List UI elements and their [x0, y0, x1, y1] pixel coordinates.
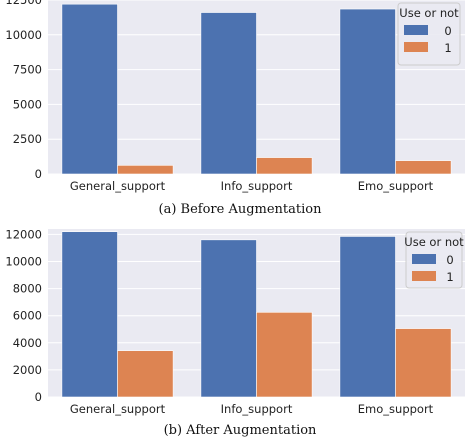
- legend-swatch: [412, 271, 436, 281]
- y-tick-label: 2000: [13, 363, 42, 377]
- bar: [395, 328, 452, 398]
- legend-label: 1: [446, 270, 453, 284]
- y-tick-labels-b: 0 2000 4000 6000 8000 10000 12000: [5, 227, 42, 404]
- y-tick-label: 10000: [5, 28, 42, 42]
- bar: [117, 350, 174, 398]
- bar: [200, 239, 257, 398]
- legend-swatch: [412, 254, 436, 264]
- y-tick-label: 0: [35, 167, 42, 181]
- bars-a: [61, 3, 452, 175]
- y-tick-label: 0: [35, 390, 42, 404]
- chart-before-augmentation: 0 2500 5000 7500 10000 12500 General_support I…: [5, 0, 465, 217]
- y-tick-label: 12500: [5, 0, 42, 7]
- bar: [200, 12, 257, 175]
- x-tick-label: Emo_support: [358, 402, 434, 416]
- bar: [117, 165, 174, 175]
- legend-swatch: [404, 25, 428, 35]
- y-tick-label: 4000: [13, 336, 42, 350]
- legend-b: Use or not 0 1: [404, 231, 464, 289]
- legend-swatch: [404, 42, 428, 52]
- y-tick-label: 7500: [13, 63, 42, 77]
- legend-title: Use or not: [399, 6, 459, 20]
- x-tick-label: General_support: [70, 179, 166, 193]
- x-tick-label: General_support: [70, 402, 166, 416]
- y-tick-labels-a: 0 2500 5000 7500 10000 12500: [5, 0, 42, 181]
- y-tick-label: 6000: [13, 309, 42, 323]
- bars-b: [61, 231, 452, 398]
- y-tick-label: 8000: [13, 282, 42, 296]
- bar: [395, 160, 452, 175]
- bar: [256, 312, 313, 398]
- legend-label: 0: [446, 253, 453, 267]
- x-tick-label: Info_support: [221, 179, 293, 193]
- y-tick-label: 10000: [5, 255, 42, 269]
- bar: [61, 231, 118, 398]
- bar: [61, 3, 118, 175]
- caption-b: (b) After Augmentation: [164, 423, 317, 437]
- x-tick-label: Info_support: [221, 402, 293, 416]
- legend-a: Use or not 0 1: [397, 2, 461, 66]
- caption-a: (a) Before Augmentation: [159, 202, 323, 217]
- legend-title: Use or not: [404, 235, 464, 249]
- y-tick-label: 5000: [13, 97, 42, 111]
- x-tick-label: Emo_support: [358, 179, 434, 193]
- bar: [339, 8, 396, 175]
- x-tick-labels-a: General_support Info_support Emo_support: [70, 179, 434, 193]
- y-tick-label: 2500: [13, 132, 42, 146]
- bar: [256, 157, 313, 175]
- y-tick-label: 12000: [5, 227, 42, 241]
- legend-label: 1: [444, 41, 451, 55]
- legend-label: 0: [444, 24, 451, 38]
- bar: [339, 236, 396, 398]
- x-tick-labels-b: General_support Info_support Emo_support: [70, 402, 434, 416]
- chart-after-augmentation: 0 2000 4000 6000 8000 10000 12000 General_supp…: [5, 227, 465, 437]
